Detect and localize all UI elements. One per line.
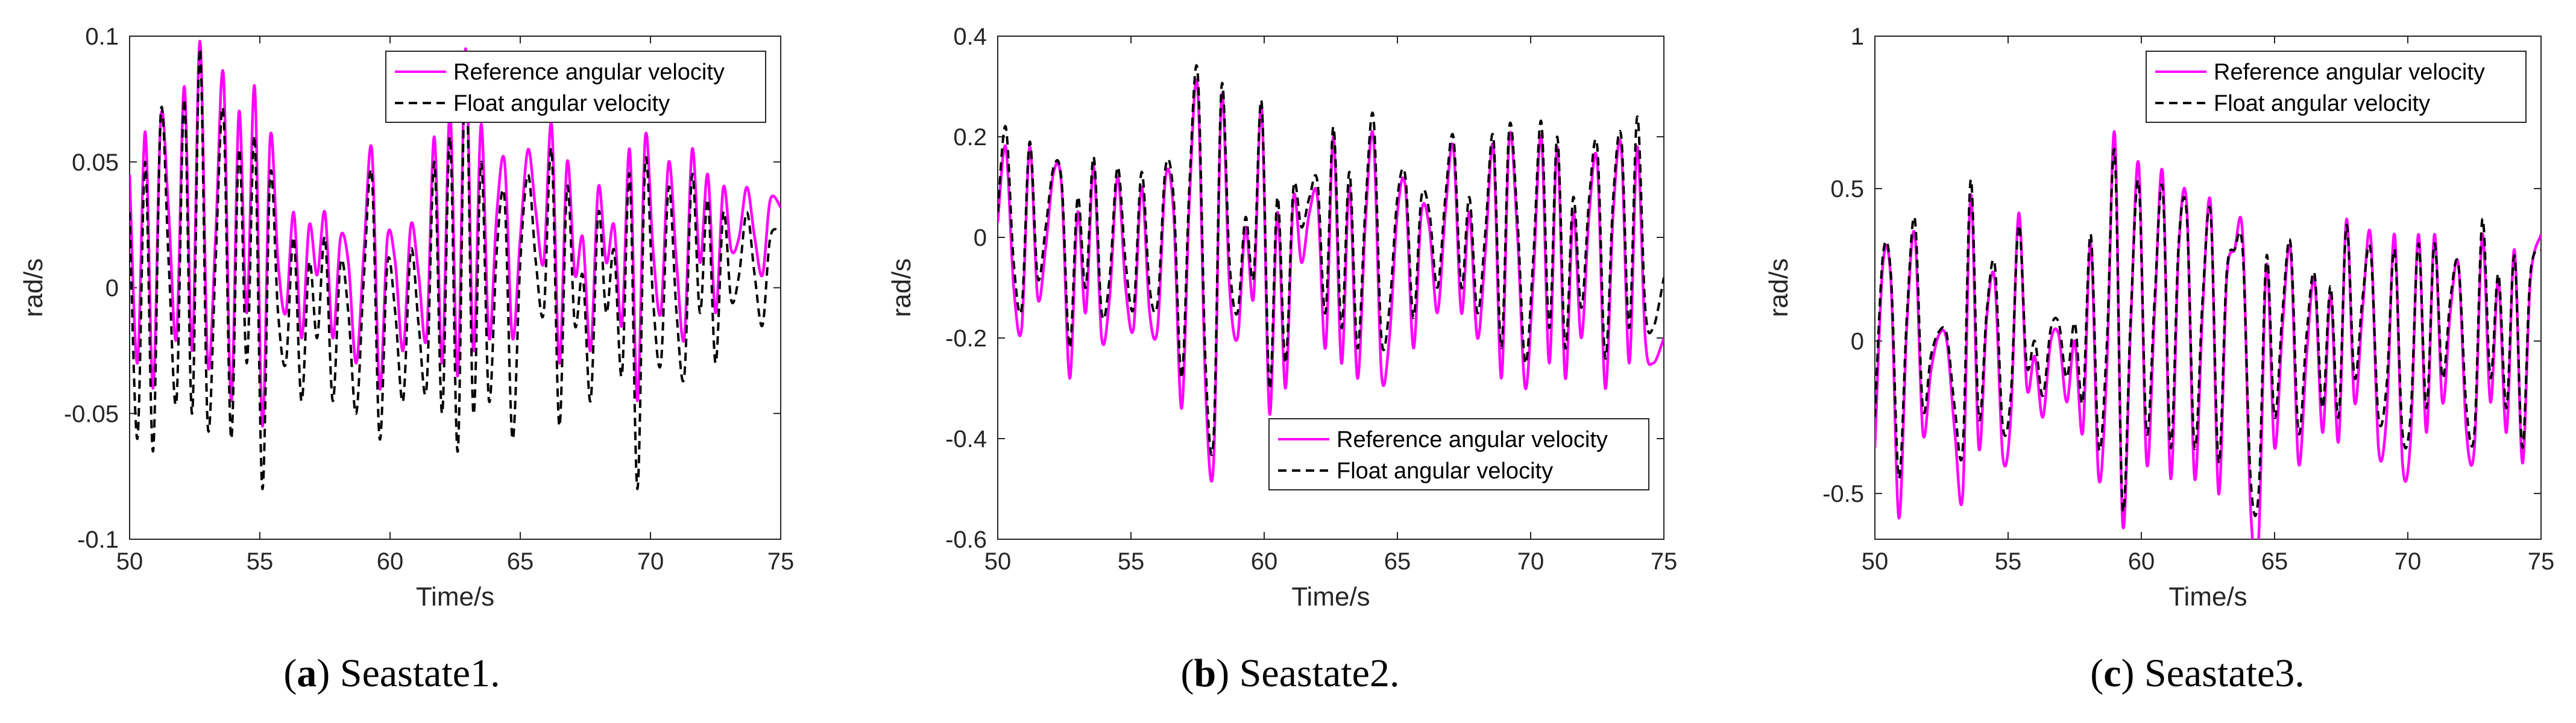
plot-area-frame [1874,36,2542,540]
y-tick-label: -0.2 [945,325,987,352]
legend-label: Float angular velocity [1337,459,1553,484]
chart-panel-2: 50 55 60 65 70 75 -0.6 -0.4 -0.2 0 0.2 0.4 Time/s rad… [887,23,1677,612]
x-tick-label: 55 [1118,548,1145,575]
y-tick-label: 0.1 [85,23,119,50]
y-tick-label: -0.5 [1822,481,1864,507]
series-line-float [1875,148,2541,518]
x-tick-label: 50 [984,548,1012,575]
legend-label: Float angular velocity [2214,91,2430,116]
caption-a: (a) Seastate1. [283,651,500,695]
legend-label: Reference angular velocity [453,60,725,85]
x-tick-label: 65 [507,548,534,575]
x-tick-label: 50 [1862,548,1889,575]
plot-area-frame [997,36,1664,540]
y-tick-label: 0.2 [953,124,987,151]
x-tick-label: 55 [1995,548,2022,575]
x-tick-label: 70 [637,548,664,575]
legend-label: Reference angular velocity [2214,60,2485,85]
x-tick-label: 65 [1384,548,1411,575]
legend: Reference angular velocity Float angular … [385,51,766,123]
y-tick-label: -0.4 [945,426,987,452]
y-axis-label: rad/s [887,258,916,318]
caption-b: (b) Seastate2. [1180,651,1400,695]
x-tick-label: 75 [767,548,795,575]
y-tick-label: -0.05 [64,401,119,427]
chart-panel-3: 50 55 60 65 70 75 -0.5 0 0.5 1 Time/s rad/s Referenc… [1764,23,2554,612]
x-tick-label: 55 [247,548,274,575]
x-tick-label: 70 [1517,548,1545,575]
y-tick-label: 0 [105,275,119,302]
legend-label: Reference angular velocity [1337,427,1608,452]
x-tick-label: 60 [2128,548,2155,575]
x-tick-label: 70 [2395,548,2422,575]
x-tick-label: 50 [116,548,143,575]
y-tick-label: 0.5 [1830,176,1864,202]
x-tick-label: 65 [2261,548,2288,575]
y-tick-label: 0 [974,225,987,251]
x-axis-label: Time/s [2168,582,2247,612]
y-tick-label: 0.4 [953,23,987,50]
caption-c: (c) Seastate3. [2090,651,2305,695]
y-tick-label: 0 [1851,328,1864,355]
legend: Reference angular velocity Float angular … [1268,418,1649,490]
x-tick-label: 75 [2528,548,2555,575]
series-line-float [998,64,1664,456]
legend-box [2146,51,2527,123]
y-axis-label: rad/s [1764,258,1793,318]
legend-box [1268,418,1649,490]
series-line-float [130,47,781,490]
legend: Reference angular velocity Float angular … [2146,51,2527,123]
chart-panel-1: 50 55 60 65 70 75 -0.1 -0.05 0 0.05 0.1 Time/s rad/s… [19,23,794,612]
y-tick-label: -0.1 [77,527,119,553]
x-tick-label: 60 [377,548,404,575]
y-tick-label: 0.05 [72,149,119,176]
y-axis-label: rad/s [19,258,48,318]
y-tick-label: -0.6 [945,527,987,553]
x-tick-label: 75 [1651,548,1678,575]
x-axis-label: Time/s [1291,582,1370,612]
x-axis-label: Time/s [416,582,494,612]
legend-box [385,51,766,123]
legend-label: Float angular velocity [453,91,670,116]
y-tick-label: 1 [1851,23,1864,50]
x-tick-label: 60 [1251,548,1278,575]
